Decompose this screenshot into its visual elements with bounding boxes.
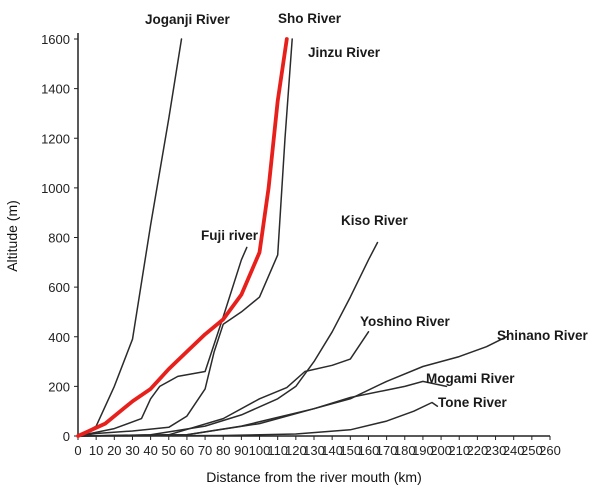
y-tick-label: 1600 — [41, 32, 70, 47]
series-line-yoshino-river — [77, 331, 370, 437]
y-ticks: 0 200 400 600 800 1000 1200 1400 1600 — [41, 32, 78, 444]
x-tick-label: 50 — [162, 443, 176, 458]
x-ticks: 0 10 20 30 40 50 60 70 80 90 100110120130140150160… — [74, 436, 561, 458]
x-tick-label: 100 — [249, 443, 271, 458]
series-lines — [76, 37, 508, 438]
y-tick-label: 600 — [48, 280, 70, 295]
series-label-kiso-river: Kiso River — [341, 213, 409, 228]
x-tick-label: 10 — [89, 443, 103, 458]
series-label-joganji-river: Joganji River — [145, 12, 231, 27]
x-tick-label: 240 — [503, 443, 525, 458]
series-label-sho-river: Sho River — [278, 11, 342, 26]
x-tick-label: 70 — [198, 443, 212, 458]
x-tick-label: 30 — [125, 443, 139, 458]
series-line-fuji-river — [77, 246, 248, 437]
x-axis-title: Distance from the river mouth (km) — [206, 469, 422, 485]
series-line-joganji-river — [77, 38, 183, 437]
x-tick-label: 140 — [321, 443, 343, 458]
x-tick-label: 20 — [107, 443, 121, 458]
x-tick-label: 120 — [285, 443, 307, 458]
x-tick-label: 130 — [303, 443, 325, 458]
x-tick-label: 0 — [74, 443, 81, 458]
series-line-shinano-river — [77, 336, 508, 437]
series-labels: Joganji River Sho River Jinzu River Fuji ri… — [145, 11, 589, 410]
series-label-mogami-river: Mogami River — [426, 371, 515, 386]
y-axis-title: Altitude (m) — [4, 200, 20, 272]
x-tick-label: 40 — [143, 443, 157, 458]
y-tick-label: 1000 — [41, 181, 70, 196]
series-line-mogami-river — [77, 380, 448, 437]
series-label-yoshino-river: Yoshino River — [360, 314, 451, 329]
x-tick-label: 180 — [394, 443, 416, 458]
series-label-tone-river: Tone River — [438, 395, 508, 410]
series-label-shinano-river: Shinano River — [497, 328, 589, 343]
x-tick-label: 170 — [376, 443, 398, 458]
x-tick-label: 210 — [448, 443, 470, 458]
x-tick-label: 160 — [358, 443, 380, 458]
series-line-sho-river — [76, 37, 289, 438]
series-label-jinzu-river: Jinzu River — [308, 45, 381, 60]
series-label-fuji-river: Fuji river — [201, 228, 259, 243]
x-tick-label: 110 — [267, 443, 288, 458]
x-tick-label: 90 — [234, 443, 248, 458]
y-tick-label: 1400 — [41, 82, 70, 97]
x-tick-label: 60 — [180, 443, 194, 458]
x-tick-label: 200 — [430, 443, 452, 458]
y-tick-label: 800 — [48, 231, 70, 246]
y-tick-label: 400 — [48, 330, 70, 345]
x-tick-label: 220 — [467, 443, 489, 458]
series-line-jinzu-river — [77, 38, 293, 437]
x-tick-label: 150 — [339, 443, 361, 458]
series-line-tone-river — [77, 401, 439, 437]
x-tick-label: 80 — [216, 443, 230, 458]
x-tick-label: 250 — [521, 443, 543, 458]
y-tick-label: 1200 — [41, 131, 70, 146]
x-tick-label: 190 — [412, 443, 434, 458]
x-tick-label: 230 — [485, 443, 507, 458]
y-tick-label: 200 — [48, 379, 70, 394]
x-tick-label: 260 — [539, 443, 561, 458]
y-tick-label: 0 — [63, 429, 70, 444]
